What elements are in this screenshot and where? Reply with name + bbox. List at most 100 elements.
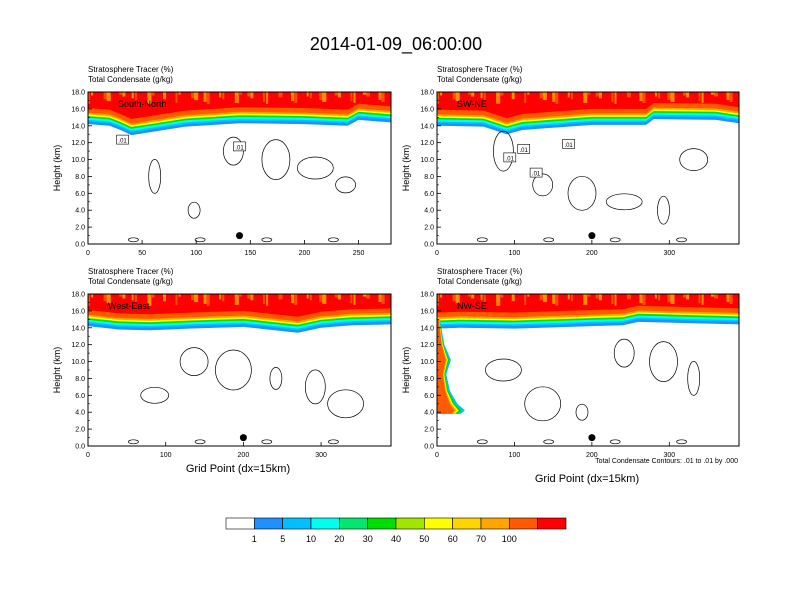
y-tick-label: 2.0 <box>424 225 434 232</box>
tracer-stripe-21 <box>440 294 443 298</box>
tracer-stripe-33 <box>614 92 617 104</box>
ground-contour-1 <box>194 237 206 243</box>
contour-label-box-0 <box>503 152 517 163</box>
tracer-stripe-15 <box>654 294 657 299</box>
colorbar-label-3: 20 <box>334 534 344 544</box>
label-tracer: Stratosphere Tracer (%) <box>437 65 523 74</box>
tracer-stripe-24 <box>483 92 486 101</box>
tracer-stripe-13 <box>726 92 730 101</box>
tracer-stripe-22 <box>555 92 559 104</box>
y-tick-label: 0.0 <box>424 444 434 451</box>
label-condensate: Total Condensate (g/kg) <box>88 75 173 84</box>
colorbar-swatch-6 <box>395 517 425 530</box>
x-axis-label-nw-se: Grid Point (dx=15km) <box>535 473 639 485</box>
x-tick-label: 150 <box>244 250 256 257</box>
intrusion-layer-4 <box>437 319 455 414</box>
tracer-stripe-2 <box>319 294 324 303</box>
y-tick-label: 4.0 <box>75 410 85 417</box>
location-marker <box>239 434 247 442</box>
panel-label: West-East <box>108 301 150 311</box>
tracer-stripe-39 <box>353 92 356 103</box>
tracer-stripe-25 <box>250 294 254 301</box>
x-tick-label: 200 <box>238 452 250 459</box>
y-axis-label: Height (km) <box>401 347 411 394</box>
tracer-stripe-7 <box>639 294 643 304</box>
y-tick-label: 4.0 <box>75 208 85 215</box>
tracer-stripe-18 <box>350 294 353 304</box>
tracer-stripe-38 <box>586 92 591 95</box>
tracer-stripe-20 <box>626 294 631 300</box>
tracer-stripe-31 <box>337 92 341 98</box>
colorbar: 1 5 10 20 30 40 50 60 70 100 <box>225 517 567 544</box>
tracer-stripe-15 <box>306 294 309 299</box>
condensate-contour-5 <box>327 389 364 419</box>
tracer-stripe-19 <box>511 92 515 100</box>
tracer-stripe-10 <box>683 92 686 96</box>
tracer-stripe-37 <box>122 92 126 97</box>
tracer-stripe-8 <box>103 294 108 302</box>
condensate-contour-0 <box>524 386 562 422</box>
tracer-stripe-21 <box>91 294 94 298</box>
label-condensate: Total Condensate (g/kg) <box>437 75 522 84</box>
ground-contour-0 <box>476 237 488 243</box>
ground-contour-1 <box>543 439 555 445</box>
condensate-contour-5 <box>679 148 709 171</box>
tracer-stripe-6 <box>524 92 527 103</box>
condensate-contour-3 <box>304 369 326 405</box>
y-tick-label: 18.0 <box>71 292 85 299</box>
condensate-contour-5 <box>687 361 701 396</box>
colorbar-swatch-0 <box>225 517 255 530</box>
tracer-stripe-0 <box>88 92 90 104</box>
x-tick-label: 200 <box>586 250 598 257</box>
colorbar-swatch-1 <box>254 517 283 530</box>
tracer-stripe-5 <box>711 92 715 95</box>
condensate-contour-5 <box>335 176 356 194</box>
y-tick-label: 12.0 <box>420 140 434 147</box>
tracer-stripe-37 <box>471 92 475 97</box>
tracer-stripe-5 <box>362 294 367 297</box>
y-tick-label: 6.0 <box>75 191 85 198</box>
x-tick-label: 100 <box>509 250 521 257</box>
y-tick-label: 16.0 <box>71 308 85 315</box>
tracer-stripe-30 <box>570 92 573 100</box>
y-tick-label: 18.0 <box>71 90 85 97</box>
tracer-stripe-28 <box>294 294 298 305</box>
tracer-stripe-30 <box>222 92 225 100</box>
tracer-stripe-38 <box>237 294 242 297</box>
contour-label-0: .01 <box>506 156 515 162</box>
condensate-contour-0 <box>179 347 209 376</box>
tracer-stripe-33 <box>266 92 269 104</box>
tracer-stripe-39 <box>701 294 704 305</box>
x-tick-label: 200 <box>586 452 598 459</box>
y-tick-label: 0.0 <box>75 444 85 451</box>
colorbar-swatch-4 <box>338 517 368 530</box>
tracer-stripe-20 <box>278 92 283 98</box>
label-tracer: Stratosphere Tracer (%) <box>88 65 174 74</box>
y-tick-label: 0.0 <box>424 242 434 249</box>
plot-area <box>88 294 391 446</box>
tracer-stripe-23 <box>670 294 675 304</box>
tracer-stripe-24 <box>134 294 137 303</box>
ground-contour-3 <box>676 439 687 445</box>
tracer-stripe-9 <box>567 92 570 98</box>
colorbar-swatch-9 <box>480 517 510 530</box>
tracer-stripe-0 <box>88 294 90 306</box>
ground-contour-3 <box>676 237 687 243</box>
tracer-stripe-13 <box>726 294 730 303</box>
plot-area <box>437 294 739 446</box>
x-tick-label: 100 <box>509 452 521 459</box>
tracer-stripe-27 <box>178 92 181 95</box>
tracer-stripe-26 <box>714 294 719 299</box>
condensate-contour-2 <box>613 338 635 368</box>
tracer-stripe-32 <box>499 92 504 96</box>
panel-west-east: 0.0 2.0 4.0 6.0 8.0 10.0 12.0 14.0 16.0 18.0 0 100 2… <box>52 267 392 459</box>
tracer-stripe-38 <box>586 294 591 297</box>
condensate-contour-3 <box>657 195 670 225</box>
y-tick-label: 2.0 <box>75 225 85 232</box>
tracer-stripe-20 <box>626 92 631 98</box>
tracer-stripe-13 <box>378 294 382 303</box>
tracer-stripe-27 <box>178 294 181 297</box>
panel-nw-se: 0.0 2.0 4.0 6.0 8.0 10.0 12.0 14.0 16.0 18.0 0 100 2… <box>401 267 740 459</box>
contour-label-2: .01 <box>532 172 541 178</box>
tracer-stripe-3 <box>131 294 134 301</box>
